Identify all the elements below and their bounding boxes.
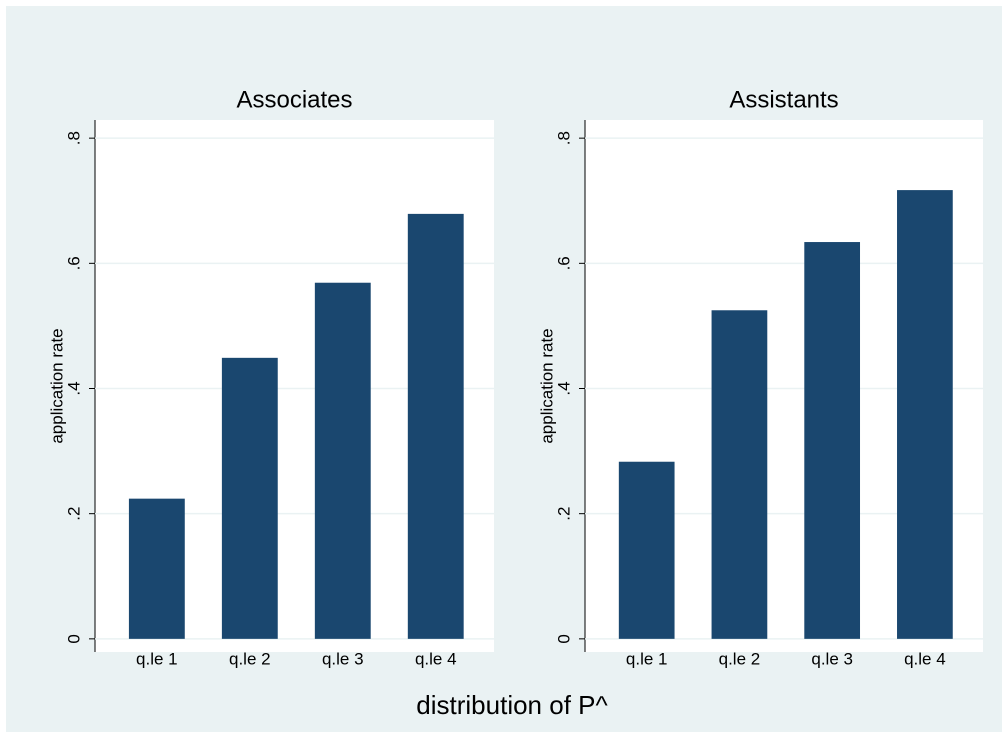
x-tick-label: q.le 3 xyxy=(322,649,364,668)
bar xyxy=(128,498,185,639)
y-axis-label: application rate xyxy=(47,328,66,443)
x-tick-label: q.le 1 xyxy=(626,649,668,668)
y-axis-label: application rate xyxy=(537,328,556,443)
y-tick-label: 0 xyxy=(554,634,573,643)
bar xyxy=(407,213,464,639)
x-axis-label: distribution of P^ xyxy=(416,690,608,720)
y-tick-label: .8 xyxy=(554,131,573,145)
y-tick-label: .8 xyxy=(64,131,83,145)
x-tick-label: q.le 1 xyxy=(136,649,178,668)
y-tick-label: .6 xyxy=(554,256,573,270)
x-tick-label: q.le 4 xyxy=(415,649,457,668)
chart-title: Associates xyxy=(236,86,352,113)
y-tick-label: 0 xyxy=(64,634,83,643)
bar xyxy=(897,190,953,639)
x-tick-label: q.le 2 xyxy=(719,649,761,668)
y-tick-label: .4 xyxy=(554,381,573,395)
bar xyxy=(221,357,278,639)
x-tick-label: q.le 2 xyxy=(229,649,271,668)
y-tick-label: .2 xyxy=(64,507,83,521)
bar xyxy=(314,282,371,639)
bar xyxy=(618,461,675,639)
bar xyxy=(711,310,768,639)
x-tick-label: q.le 3 xyxy=(811,649,853,668)
y-tick-label: .2 xyxy=(554,507,573,521)
chart-title: Assistants xyxy=(729,86,838,113)
bar xyxy=(804,242,861,639)
x-tick-label: q.le 4 xyxy=(904,649,946,668)
y-tick-label: .6 xyxy=(64,256,83,270)
y-tick-label: .4 xyxy=(64,381,83,395)
